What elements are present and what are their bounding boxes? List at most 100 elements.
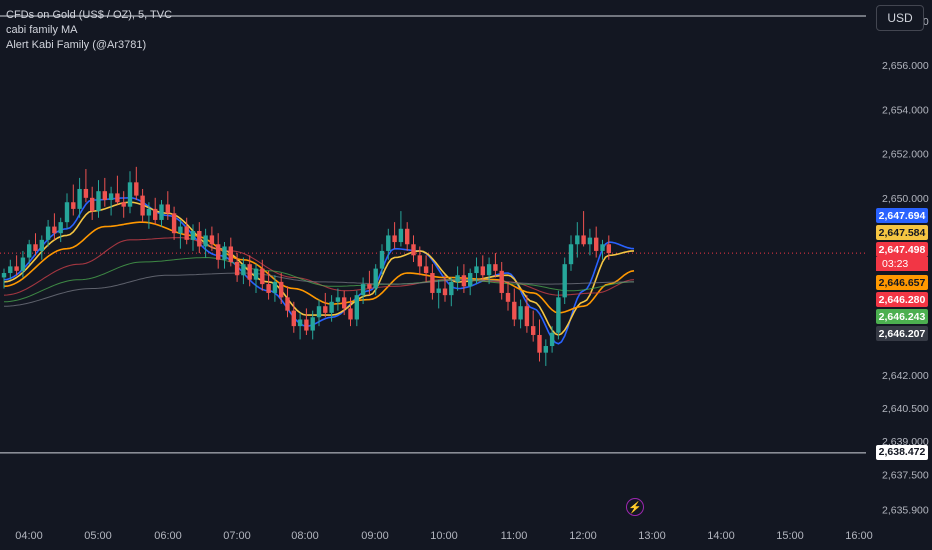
candle[interactable] [600, 239, 605, 260]
candle[interactable] [486, 257, 492, 285]
candle[interactable] [468, 268, 473, 296]
candle[interactable] [423, 255, 429, 282]
candle[interactable] [121, 191, 126, 218]
currency-button[interactable]: USD [876, 5, 924, 31]
candle[interactable] [398, 211, 404, 247]
candle[interactable] [518, 299, 523, 329]
candle[interactable] [316, 299, 322, 327]
candle[interactable] [146, 202, 152, 229]
candle[interactable] [203, 228, 208, 258]
candle[interactable] [442, 275, 448, 302]
candle[interactable] [90, 186, 95, 220]
candle[interactable] [71, 184, 76, 216]
candle[interactable] [512, 288, 517, 327]
candle[interactable] [178, 219, 183, 249]
candle[interactable] [430, 264, 435, 300]
candle[interactable] [594, 226, 599, 258]
candle[interactable] [14, 255, 19, 276]
candle[interactable] [568, 235, 574, 271]
candle[interactable] [197, 222, 202, 254]
candle[interactable] [58, 217, 63, 243]
candle[interactable] [405, 222, 410, 251]
candle[interactable] [171, 206, 177, 240]
candle[interactable] [33, 233, 38, 256]
candle[interactable] [184, 217, 189, 245]
candle[interactable] [556, 290, 561, 340]
candle[interactable] [392, 222, 397, 249]
candle[interactable] [20, 250, 26, 278]
candle[interactable] [493, 253, 498, 278]
candle[interactable] [480, 255, 485, 280]
candle[interactable] [253, 264, 259, 293]
candle[interactable] [329, 295, 334, 322]
lightning-icon[interactable]: ⚡ [626, 498, 644, 516]
candle[interactable] [127, 171, 133, 214]
candle[interactable] [581, 211, 586, 247]
candle[interactable] [190, 224, 196, 251]
candle[interactable] [96, 180, 101, 218]
candle[interactable] [537, 319, 542, 362]
candle[interactable] [323, 292, 328, 318]
candle[interactable] [291, 301, 296, 333]
candle[interactable] [549, 326, 555, 353]
candle[interactable] [606, 235, 611, 260]
candle[interactable] [260, 259, 265, 291]
candle[interactable] [367, 270, 372, 296]
moving-average-line[interactable] [3, 221, 635, 314]
candle[interactable] [304, 308, 309, 335]
candle[interactable] [266, 270, 271, 300]
candle[interactable] [335, 288, 341, 311]
candle[interactable] [524, 295, 530, 333]
moving-average-line[interactable] [3, 237, 635, 296]
candle[interactable] [379, 244, 385, 276]
candle[interactable] [52, 213, 57, 240]
indicator-alert-label[interactable]: Alert Kabi Family (@Ar3781) [6, 39, 147, 51]
candle[interactable] [417, 246, 422, 276]
symbol-title[interactable]: CFDs on Gold (US$ / OZ), 5, TVC [6, 9, 173, 21]
candle[interactable] [310, 310, 315, 340]
candle[interactable] [543, 339, 548, 366]
candle[interactable] [285, 286, 290, 318]
candle[interactable] [348, 297, 353, 327]
candle[interactable] [108, 186, 114, 216]
candle[interactable] [342, 290, 347, 316]
candle[interactable] [115, 175, 120, 205]
candle[interactable] [360, 277, 366, 304]
candle[interactable] [134, 166, 139, 201]
candle[interactable] [575, 222, 580, 258]
candle[interactable] [241, 257, 246, 285]
moving-average-line[interactable] [4, 272, 634, 307]
candle[interactable] [562, 257, 567, 304]
candle[interactable] [354, 290, 359, 327]
candle[interactable] [411, 235, 416, 262]
candle[interactable] [165, 191, 170, 220]
candle[interactable] [222, 242, 227, 269]
candle[interactable] [279, 273, 284, 304]
candle[interactable] [474, 257, 479, 285]
candle[interactable] [499, 261, 504, 300]
candle[interactable] [27, 239, 32, 265]
candle[interactable] [461, 264, 467, 293]
candle[interactable] [83, 169, 89, 203]
candle[interactable] [1, 268, 7, 289]
candle[interactable] [216, 233, 221, 269]
moving-average-line[interactable] [3, 257, 634, 303]
candle[interactable] [247, 255, 252, 287]
candle[interactable] [39, 235, 44, 260]
indicator-ma-label[interactable]: cabi family MA [6, 24, 78, 36]
candle[interactable] [587, 228, 593, 256]
candle[interactable] [531, 310, 536, 342]
candle[interactable] [209, 226, 215, 251]
candle[interactable] [436, 279, 441, 309]
candle[interactable] [153, 197, 158, 225]
candle[interactable] [272, 275, 278, 302]
candle[interactable] [45, 219, 51, 247]
candle[interactable] [505, 281, 511, 311]
candle[interactable] [159, 200, 164, 227]
candle[interactable] [386, 228, 391, 260]
candle[interactable] [102, 177, 107, 207]
candle[interactable] [297, 312, 303, 340]
candle[interactable] [455, 266, 460, 291]
candle[interactable] [8, 259, 13, 280]
